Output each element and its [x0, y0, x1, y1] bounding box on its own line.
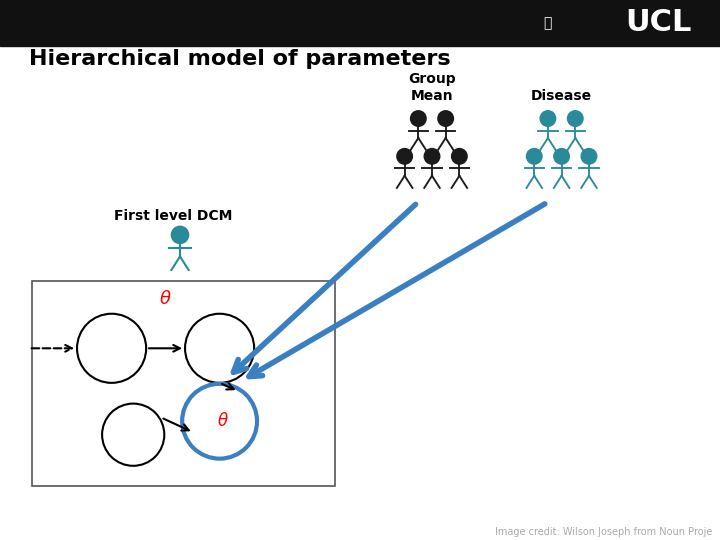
Ellipse shape	[526, 148, 542, 164]
Text: Hierarchical model of parameters: Hierarchical model of parameters	[29, 49, 451, 69]
Ellipse shape	[182, 384, 257, 458]
Ellipse shape	[410, 111, 426, 126]
Text: First level DCM: First level DCM	[114, 209, 232, 223]
Ellipse shape	[554, 148, 570, 164]
Ellipse shape	[397, 148, 413, 164]
Text: $\theta$: $\theta$	[217, 412, 229, 430]
Ellipse shape	[451, 148, 467, 164]
Text: Image credit: Wilson Joseph from Noun Proje: Image credit: Wilson Joseph from Noun Pr…	[495, 527, 713, 537]
Text: Group
Mean: Group Mean	[408, 72, 456, 103]
Ellipse shape	[567, 111, 583, 126]
Ellipse shape	[540, 111, 556, 126]
Ellipse shape	[581, 148, 597, 164]
Bar	[0, 0, 720, 46]
Text: ⛬: ⛬	[544, 16, 552, 30]
Ellipse shape	[102, 403, 164, 466]
Bar	[32, 281, 335, 486]
Text: $\theta$: $\theta$	[159, 291, 172, 308]
Ellipse shape	[438, 111, 454, 126]
Ellipse shape	[424, 148, 440, 164]
Text: Disease: Disease	[531, 89, 592, 103]
Ellipse shape	[77, 314, 146, 383]
Ellipse shape	[171, 226, 189, 244]
Ellipse shape	[185, 314, 254, 383]
Text: UCL: UCL	[625, 9, 691, 37]
